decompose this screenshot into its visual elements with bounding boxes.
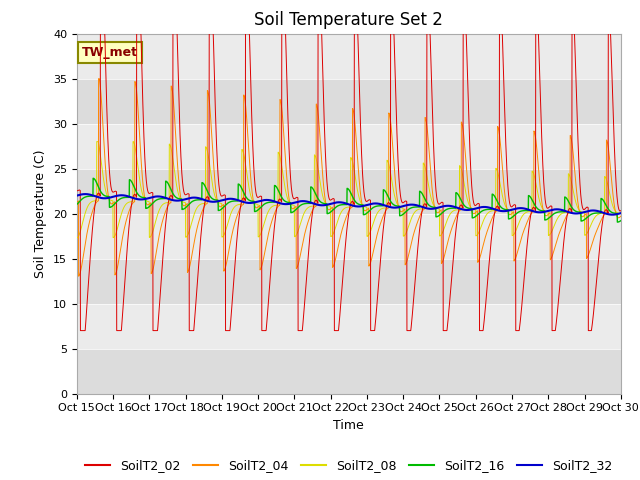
X-axis label: Time: Time: [333, 419, 364, 432]
Text: TW_met: TW_met: [82, 46, 138, 59]
Bar: [77, 79, 621, 123]
Bar: [77, 214, 621, 259]
Bar: [77, 123, 621, 168]
Bar: [77, 34, 621, 79]
Title: Soil Temperature Set 2: Soil Temperature Set 2: [254, 11, 444, 29]
Legend: SoilT2_02, SoilT2_04, SoilT2_08, SoilT2_16, SoilT2_32: SoilT2_02, SoilT2_04, SoilT2_08, SoilT2_…: [81, 455, 617, 477]
Bar: [77, 168, 621, 214]
Bar: [77, 303, 621, 348]
Bar: [77, 259, 621, 303]
Bar: [77, 348, 621, 394]
Y-axis label: Soil Temperature (C): Soil Temperature (C): [35, 149, 47, 278]
